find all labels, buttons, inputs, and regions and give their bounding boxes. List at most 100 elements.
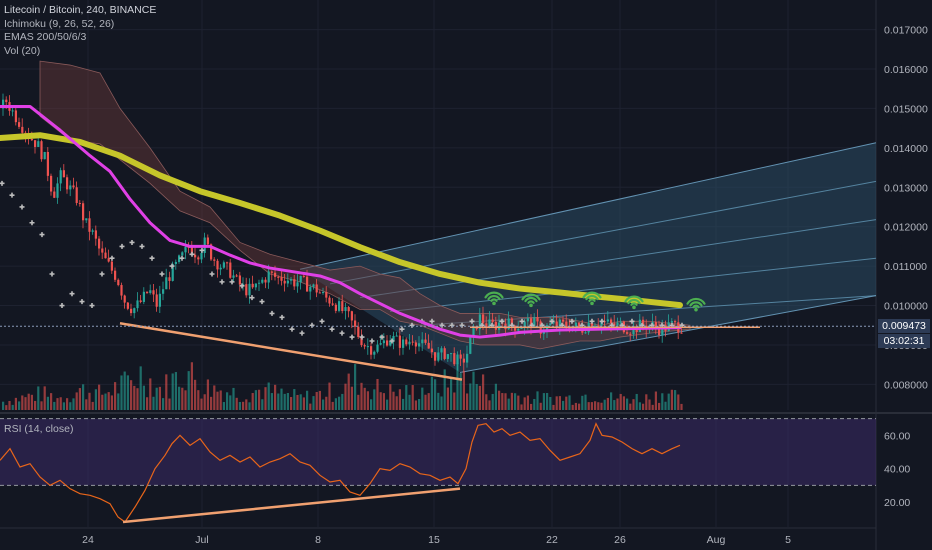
volume-bar: [299, 394, 302, 410]
ichimoku-mark: [309, 322, 315, 328]
ichimoku-mark: [119, 243, 125, 249]
candle-body: [434, 352, 437, 361]
candle-body: [69, 185, 72, 190]
candle-body: [619, 321, 622, 323]
volume-bar: [184, 390, 187, 410]
volume-bar: [597, 402, 600, 410]
volume-bar: [261, 399, 264, 410]
ichimoku-mark: [229, 279, 235, 285]
volume-bar: [62, 402, 65, 410]
countdown-badge: 03:02:31: [878, 334, 930, 349]
candle-body: [558, 319, 561, 327]
ichimoku-mark: [69, 291, 75, 297]
candle-body: [283, 280, 286, 284]
time-tick-label: Jul: [195, 534, 208, 546]
volume-bar: [568, 395, 571, 410]
volume-bar: [418, 399, 421, 410]
volume-bar: [661, 393, 664, 410]
candle-body: [354, 320, 357, 327]
candle-body: [78, 202, 81, 204]
candle-body: [14, 110, 17, 123]
candle-body: [590, 322, 593, 327]
candle-body: [206, 237, 209, 245]
price-tick-label: 0.014000: [884, 143, 928, 155]
candle-body: [232, 275, 235, 278]
volume-bar: [101, 394, 104, 410]
candle-body: [498, 322, 501, 330]
candle-body: [488, 319, 491, 328]
volume-bar: [398, 389, 401, 410]
volume-bar: [622, 396, 625, 410]
volume-bar: [344, 383, 347, 410]
ichimoku-mark: [0, 180, 5, 186]
legend-title: Litecoin / Bitcoin, 240, BINANCE: [4, 4, 157, 16]
candle-body: [181, 252, 184, 256]
time-tick-label: 8: [315, 534, 321, 546]
ichimoku-mark: [59, 303, 65, 309]
volume-bar: [466, 393, 469, 410]
candle-body: [654, 322, 657, 328]
candle-body: [258, 282, 261, 284]
volume-bar: [133, 385, 136, 410]
candle-body: [286, 280, 289, 284]
rsi-legend: RSI (14, close): [4, 423, 74, 435]
candle-body: [184, 246, 187, 253]
candle-body: [98, 238, 101, 249]
time-tick-label: 22: [546, 534, 558, 546]
wifi-arc: [484, 291, 504, 299]
volume-bar: [523, 397, 526, 410]
candle-body: [571, 326, 574, 331]
volume-bar: [155, 387, 158, 410]
wifi-arc: [521, 293, 541, 301]
ema-long-path: [0, 132, 683, 309]
volume-bar: [520, 404, 523, 410]
candle-body: [418, 343, 421, 347]
volume-bar: [149, 378, 152, 410]
wifi-markers: [484, 291, 706, 312]
ichimoku-mark: [549, 318, 555, 324]
candle-body: [443, 348, 446, 359]
volume-bar: [366, 391, 369, 410]
wifi-arc: [582, 291, 602, 299]
candle-body: [34, 140, 37, 147]
candle-body: [139, 300, 142, 302]
candle-body: [574, 322, 577, 327]
candle-body: [62, 170, 65, 178]
volume-bar: [206, 379, 209, 410]
candle-body: [440, 348, 443, 353]
volume-bar: [43, 386, 46, 410]
candle-body: [523, 321, 526, 328]
candle-body: [408, 341, 411, 345]
volume-bar: [194, 379, 197, 410]
candle-body: [120, 285, 123, 296]
volume-bar: [600, 402, 603, 410]
price-tick-label: 0.010000: [884, 301, 928, 313]
volume-bar: [338, 396, 341, 410]
candle-body: [11, 110, 14, 112]
ichimoku-mark: [149, 255, 155, 261]
volume-bar: [245, 399, 248, 410]
candle-body: [318, 292, 321, 294]
volume-bar: [437, 392, 440, 410]
price-tick-label: 0.011000: [884, 261, 927, 273]
volume-bar: [389, 384, 392, 410]
volume-bar: [40, 401, 43, 410]
volume-bar: [318, 390, 321, 410]
candle-body: [427, 342, 430, 349]
volume-bar: [386, 399, 389, 410]
volume-bar: [469, 383, 472, 410]
legend-emas: EMAS 200/50/6/3: [4, 31, 87, 43]
cloud-fill: [39, 60, 691, 350]
ema-short-path: [0, 104, 682, 339]
volume-bar: [414, 400, 417, 410]
volume-bar: [286, 392, 289, 410]
volume-bar: [654, 391, 657, 410]
candle-body: [37, 141, 40, 147]
candle-body: [235, 275, 238, 277]
volume-bar: [152, 396, 155, 410]
candle-body: [133, 308, 136, 314]
axes: 0.0080000.0090000.0100000.0110000.012000…: [82, 25, 928, 546]
candle-body: [130, 308, 133, 314]
ichimoku-mark: [519, 318, 525, 324]
candle-body: [117, 279, 120, 286]
